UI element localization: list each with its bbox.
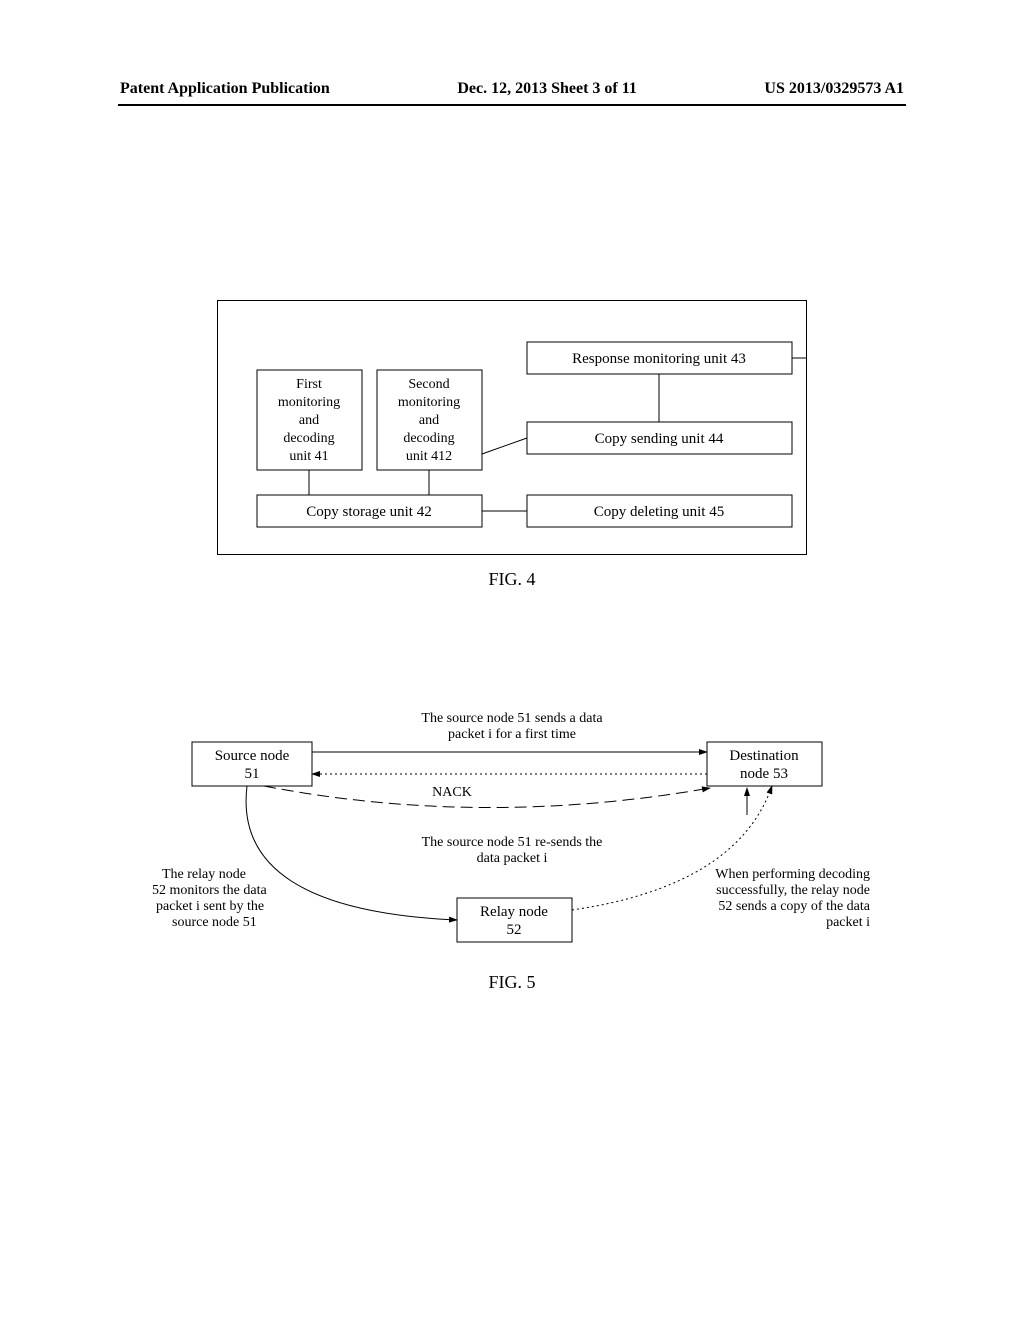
label-resend-l2: data packet i: [477, 851, 548, 866]
header-left: Patent Application Publication: [120, 80, 330, 98]
label-dec-l4: packet i: [826, 915, 870, 930]
dest-l1: Destination: [729, 748, 799, 764]
fig4-svg: First monitoring and decoding unit 41 Se…: [217, 300, 807, 555]
unit-44: Copy sending unit 44: [527, 422, 792, 454]
edge-412-44: [482, 438, 527, 454]
fig4-caption: FIG. 4: [217, 569, 807, 590]
unit412-l1: Second: [408, 377, 449, 392]
unit-43: Response monitoring unit 43: [527, 342, 792, 374]
unit41-l2: monitoring: [278, 395, 340, 410]
unit-45: Copy deleting unit 45: [527, 495, 792, 527]
figures-container: First monitoring and decoding unit 41 Se…: [0, 300, 1024, 993]
relay-l1: Relay node: [480, 904, 548, 920]
unit41-l4: decoding: [283, 431, 334, 446]
fig5-caption: FIG. 5: [152, 972, 872, 993]
unit41-l5: unit 41: [289, 449, 328, 464]
label-dec-l1: When performing decoding: [715, 867, 870, 882]
header-center: Dec. 12, 2013 Sheet 3 of 11: [457, 80, 637, 98]
fig5-svg: The source node 51 sends a data packet i…: [152, 710, 872, 960]
unit-42: Copy storage unit 42: [257, 495, 482, 527]
arrow-resend: [264, 786, 710, 808]
label-dec-l2: successfully, the relay node: [716, 883, 870, 898]
unit43-label: Response monitoring unit 43: [572, 351, 746, 367]
unit412-l5: unit 412: [406, 449, 452, 464]
label-mon-l3: packet i sent by the: [156, 899, 264, 914]
label-mon-l2: 52 monitors the data: [152, 883, 267, 898]
label-send-first-l2: packet i for a first time: [448, 727, 576, 742]
unit412-l4: decoding: [403, 431, 454, 446]
unit-41: First monitoring and decoding unit 41: [257, 370, 362, 470]
header-rule: [118, 104, 906, 106]
unit41-l1: First: [296, 377, 322, 392]
page-header: Patent Application Publication Dec. 12, …: [120, 80, 904, 98]
figure-4: First monitoring and decoding unit 41 Se…: [217, 300, 807, 590]
header-right: US 2013/0329573 A1: [764, 80, 904, 98]
unit412-l2: monitoring: [398, 395, 460, 410]
unit-412: Second monitoring and decoding unit 412: [377, 370, 482, 470]
label-mon-l4: source node 51: [172, 915, 257, 930]
unit44-label: Copy sending unit 44: [595, 431, 724, 447]
unit412-l3: and: [419, 413, 439, 428]
relay-node: Relay node 52: [457, 898, 572, 942]
label-mon-l1: The relay node: [162, 867, 246, 882]
unit42-label: Copy storage unit 42: [306, 504, 431, 520]
unit45-label: Copy deleting unit 45: [594, 504, 724, 520]
source-l2: 51: [245, 766, 260, 782]
label-resend-l1: The source node 51 re-sends the: [422, 835, 603, 850]
label-nack: NACK: [432, 785, 472, 800]
dest-l2: node 53: [740, 766, 788, 782]
destination-node: Destination node 53: [707, 742, 822, 786]
label-send-first-l1: The source node 51 sends a data: [421, 711, 603, 726]
unit41-l3: and: [299, 413, 319, 428]
source-l1: Source node: [215, 748, 290, 764]
source-node: Source node 51: [192, 742, 312, 786]
relay-l2: 52: [507, 922, 522, 938]
label-dec-l3: 52 sends a copy of the data: [718, 899, 870, 914]
figure-5: The source node 51 sends a data packet i…: [152, 710, 872, 993]
